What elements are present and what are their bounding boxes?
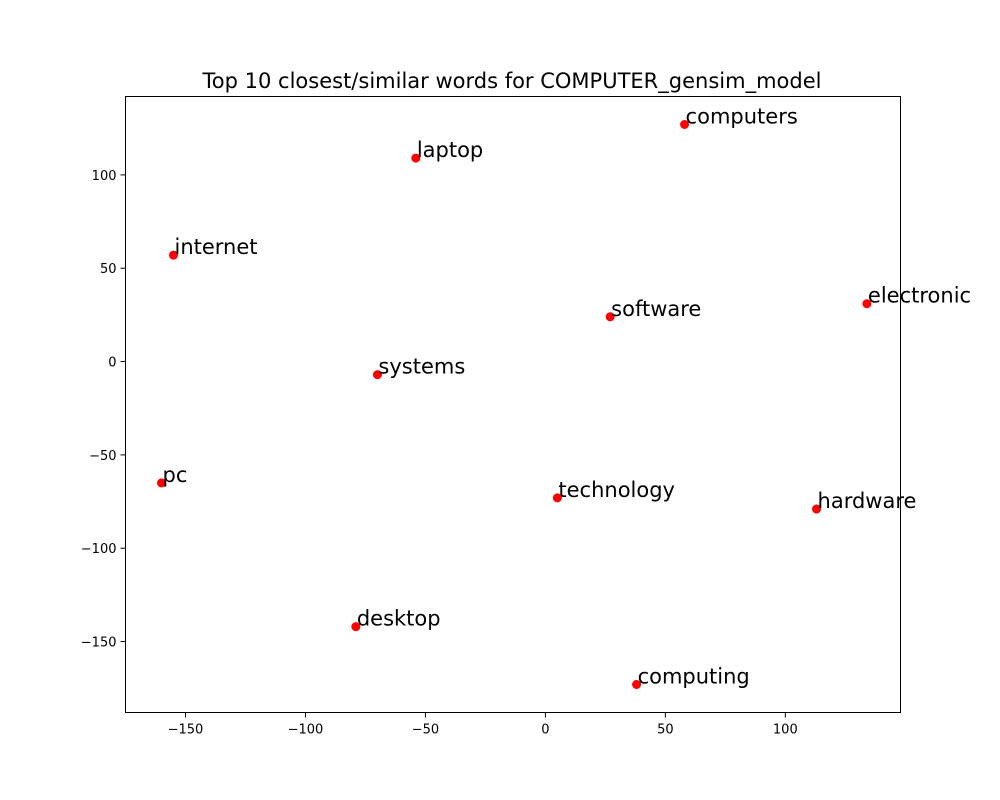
x-tick-label: 100 — [773, 723, 798, 738]
data-point — [351, 622, 361, 632]
x-tick-label: −50 — [412, 723, 439, 738]
chart-title: Top 10 closest/similar words for COMPUTE… — [202, 69, 822, 94]
point-label: software — [611, 297, 701, 321]
point-label: technology — [558, 478, 675, 502]
point-label: laptop — [417, 138, 483, 162]
data-point — [812, 504, 822, 514]
x-tick-label: −150 — [168, 723, 204, 738]
point-label: desktop — [357, 607, 441, 631]
data-point — [156, 478, 166, 488]
point-label: internet — [174, 235, 257, 259]
y-tick-label: 50 — [100, 262, 117, 277]
data-point — [632, 680, 642, 689]
x-tick-label: 50 — [657, 723, 674, 738]
point-label: computers — [686, 105, 798, 129]
point-label: computing — [638, 665, 750, 689]
data-point — [168, 250, 178, 260]
point-label: systems — [378, 355, 465, 379]
data-point — [372, 370, 382, 380]
data-point — [605, 312, 615, 322]
point-label: pc — [162, 463, 187, 487]
y-tick-label: −150 — [81, 636, 117, 651]
y-tick-label: 0 — [108, 356, 116, 371]
y-tick-label: −100 — [81, 542, 117, 557]
x-tick-label: 0 — [541, 723, 549, 738]
data-point — [411, 153, 421, 163]
data-point — [680, 120, 690, 129]
plot-area-frame — [125, 96, 901, 713]
point-label: electronic — [868, 284, 971, 308]
x-tick-label: −100 — [288, 723, 324, 738]
y-tick-label: 100 — [92, 169, 117, 184]
axis-ticks: −150 −100 −50 0 50 100 100 50 0 −50 −100 −150 — [81, 169, 798, 738]
point-label: hardware — [818, 489, 917, 513]
y-tick-label: −50 — [89, 449, 116, 464]
data-point — [862, 299, 872, 309]
data-point — [552, 493, 562, 503]
data-points: computers laptop internet electronic softwar… — [156, 105, 971, 689]
